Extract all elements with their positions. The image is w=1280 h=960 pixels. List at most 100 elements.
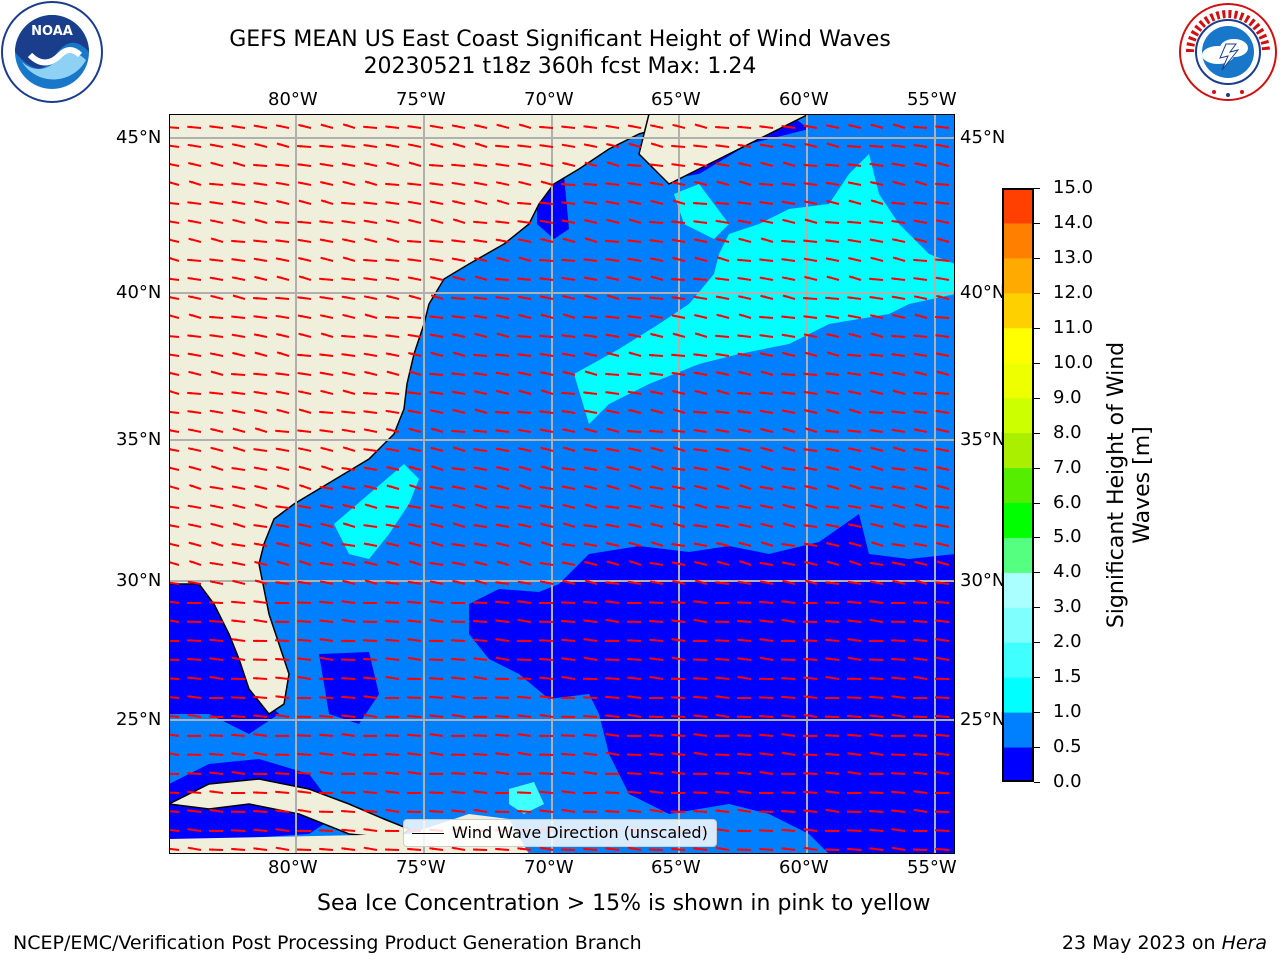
wave-arrow-head — [606, 409, 612, 413]
wave-arrow-head — [385, 601, 390, 604]
wave-arrow-head — [187, 658, 192, 661]
wave-arrow-head — [583, 657, 589, 660]
wave-arrow-head — [563, 314, 569, 317]
wave-arrow-head — [935, 638, 941, 641]
wave-arrow-head — [693, 296, 699, 299]
colorbar-tick-mark — [1034, 782, 1040, 783]
wave-arrow-head — [297, 753, 302, 756]
wave-arrow-head — [341, 791, 346, 794]
wave-arrow-head — [275, 163, 280, 167]
wave-arrow-head — [517, 163, 523, 166]
wave-arrow-head — [671, 677, 676, 681]
wave-arrow-head — [627, 391, 633, 394]
wave-arrow-head — [847, 505, 853, 508]
wave-arrow-head — [715, 620, 720, 623]
wave-arrow-head — [848, 390, 854, 394]
wave-arrow-head — [672, 486, 677, 489]
wave-arrow-head — [187, 277, 193, 280]
wave-arrow-head — [935, 316, 940, 319]
wave-arrow-head — [275, 296, 280, 300]
wave-arrow-head — [914, 485, 920, 488]
wave-arrow-head — [782, 410, 787, 413]
wave-arrow-head — [936, 219, 942, 223]
wave-arrow-head — [517, 619, 523, 622]
wave-arrow-head — [540, 314, 546, 317]
wave-arrow-head — [453, 523, 459, 526]
wave-arrow-head — [187, 601, 192, 605]
wave-arrow-head — [386, 371, 392, 374]
wave-arrow-head — [627, 125, 633, 128]
wave-arrow-head — [386, 428, 392, 432]
wave-arrow-head — [518, 447, 524, 451]
wave-arrow-head — [255, 504, 260, 507]
wave-arrow-head — [628, 523, 634, 527]
wave-arrow-head — [869, 733, 875, 736]
wave-arrow-head — [849, 561, 855, 564]
wave-arrow-head — [210, 447, 216, 450]
wave-arrow-head — [473, 734, 478, 737]
wave-arrow-head — [584, 485, 590, 488]
wave-arrow — [169, 448, 180, 452]
wave-arrow-head — [253, 714, 259, 718]
wave-arrow-head — [825, 429, 830, 433]
wave-arrow-head — [738, 447, 744, 451]
lon-tick-top-80: 80°W — [268, 89, 318, 110]
wave-arrow-head — [935, 125, 941, 129]
wave-arrow-head — [847, 657, 853, 660]
wave-arrow-head — [429, 486, 435, 489]
colorbar-segment — [1002, 327, 1034, 364]
wave-arrow-head — [297, 715, 302, 718]
wave-arrow-head — [473, 429, 478, 433]
wave-arrow-head — [539, 486, 545, 489]
wave-arrow-head — [694, 390, 700, 393]
wave-arrow-head — [606, 542, 612, 546]
wave-arrow-head — [517, 658, 522, 661]
wave-arrow-head — [297, 163, 303, 166]
wave-arrow-head — [715, 448, 721, 451]
wave-arrow-head — [759, 600, 764, 604]
wave-arrow-head — [430, 447, 436, 450]
lon-tick-top-75: 75°W — [396, 89, 446, 110]
wave-arrow-head — [825, 581, 831, 584]
wave-arrow-head — [451, 676, 456, 680]
wave-arrow-head — [869, 847, 875, 851]
wave-arrow-head — [583, 467, 589, 470]
wave-arrow-head — [364, 295, 370, 299]
wave-arrow-head — [495, 752, 501, 756]
wave-arrow-head — [694, 485, 700, 488]
wave-arrow-head — [430, 143, 436, 146]
wave-arrow-head — [187, 125, 192, 129]
wave-arrow-head — [759, 791, 764, 795]
wave-arrow-head — [187, 392, 192, 395]
lon-tick-top-60: 60°W — [779, 89, 829, 110]
wave-arrow-head — [495, 581, 501, 584]
wave-arrow-head — [474, 200, 480, 203]
wave-arrow-head — [671, 296, 677, 299]
wave-arrow-head — [517, 144, 523, 148]
wave-arrow-head — [671, 163, 677, 166]
wave-arrow-head — [297, 657, 303, 661]
wave-arrow-head — [847, 810, 852, 813]
wave-arrow-head — [913, 277, 919, 280]
wave-arrow-head — [407, 125, 413, 128]
wave-arrow-head — [605, 201, 611, 204]
wave-arrow-head — [891, 695, 897, 698]
lon-tick-top-70: 70°W — [524, 89, 574, 110]
wave-arrow-head — [231, 125, 237, 128]
wave-arrow-head — [343, 523, 349, 526]
wave-arrow-head — [385, 201, 391, 204]
colorbar-segment — [1002, 222, 1034, 259]
lon-tick-bottom-65: 65°W — [651, 857, 701, 878]
wave-arrow-head — [209, 258, 215, 262]
wave-arrow-head — [297, 734, 302, 737]
wave-arrow-head — [869, 296, 875, 299]
colorbar-tick-label: 6.0 — [1053, 491, 1082, 513]
wave-arrow-head — [496, 333, 502, 336]
wave-arrow-head — [693, 372, 699, 375]
wave-arrow-head — [781, 658, 786, 661]
wave-arrow-head — [737, 848, 742, 851]
wave-arrow-head — [803, 372, 808, 376]
wave-arrow-head — [253, 164, 258, 167]
wave-arrow-head — [561, 467, 567, 470]
wave-arrow-head — [583, 848, 588, 851]
